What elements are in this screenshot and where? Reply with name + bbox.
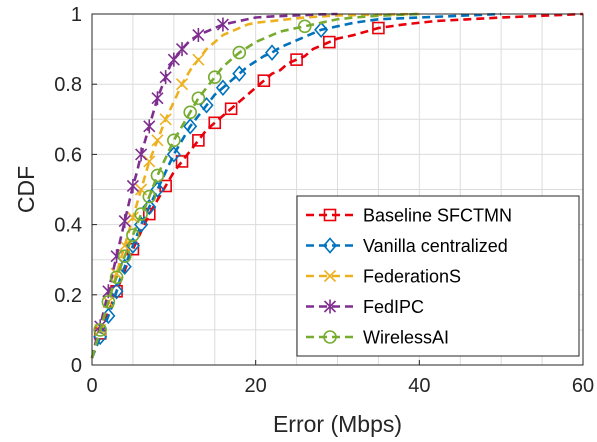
data-point <box>175 155 189 168</box>
data-point <box>216 17 229 32</box>
x-axis-label: Error (Mbps) <box>273 411 402 437</box>
data-point <box>142 189 157 204</box>
data-point <box>183 105 197 120</box>
series-layer <box>90 12 584 359</box>
data-point <box>175 78 189 91</box>
legend-marker <box>323 208 337 222</box>
legend-marker <box>323 330 337 344</box>
data-point <box>118 214 131 229</box>
y-tick-label: 0.8 <box>54 74 82 96</box>
data-point <box>93 323 107 337</box>
data-point <box>167 52 180 67</box>
tick-labels: 0 20 40 60 0 0.2 0.4 0.6 0.8 1 <box>54 4 594 397</box>
legend-marker <box>322 237 338 254</box>
series-wirelessai <box>90 12 420 359</box>
legend-label: FederationS <box>363 267 461 287</box>
axis-frame <box>91 13 584 366</box>
data-point <box>166 146 181 163</box>
data-point <box>290 53 303 66</box>
data-point <box>134 207 148 221</box>
data-point <box>150 181 165 198</box>
data-point <box>257 74 271 87</box>
y-tick-label: 0.2 <box>54 285 82 307</box>
data-point <box>192 134 205 147</box>
data-point <box>126 228 140 242</box>
data-point <box>192 28 205 43</box>
data-point <box>117 249 132 263</box>
data-point <box>135 147 148 162</box>
data-point <box>192 53 205 66</box>
data-point <box>232 65 247 82</box>
data-point <box>314 21 329 39</box>
data-point <box>323 35 336 49</box>
data-point <box>191 91 206 106</box>
data-point <box>126 178 139 193</box>
legend-entry: FedIPC <box>306 297 424 317</box>
data-point <box>264 44 280 61</box>
data-point <box>215 79 230 96</box>
data-point <box>372 21 385 35</box>
y-tick-label: 0.6 <box>54 144 82 166</box>
data-point <box>224 102 238 116</box>
y-tick-label: 1 <box>71 4 82 26</box>
data-point <box>175 42 189 57</box>
legend-label: WirelessAI <box>363 328 449 348</box>
data-point <box>232 45 247 60</box>
data-point <box>101 295 116 309</box>
x-tick-label: 60 <box>572 375 594 397</box>
data-point <box>167 133 181 148</box>
data-point <box>183 118 198 135</box>
data-point <box>159 113 172 126</box>
legend-entry: Vanilla centralized <box>306 236 508 256</box>
legend-entry: WirelessAI <box>306 328 449 348</box>
legend-label: FedIPC <box>363 297 424 317</box>
y-axis-label: CDF <box>13 166 39 213</box>
legend-label: Baseline SFCTMN <box>363 206 512 226</box>
data-point <box>151 91 164 106</box>
data-point <box>150 168 165 183</box>
x-tick-label: 0 <box>86 375 97 397</box>
legend-marker <box>323 299 337 314</box>
y-tick-label: 0.4 <box>54 215 82 237</box>
data-point <box>126 211 139 224</box>
data-point <box>143 119 156 134</box>
data-point <box>159 70 172 85</box>
data-point <box>208 116 222 130</box>
data-point <box>297 19 312 34</box>
data-point <box>109 270 124 285</box>
data-point <box>143 155 156 168</box>
legend-label: Vanilla centralized <box>363 236 508 256</box>
data-point <box>151 134 164 147</box>
x-tick-label: 20 <box>245 375 267 397</box>
legend-box <box>296 195 580 357</box>
data-point <box>207 70 222 84</box>
legend: Baseline SFCTMN Vanilla centralized Federa… <box>296 195 580 357</box>
legend-marker <box>323 269 337 283</box>
y-tick-label: 0 <box>71 355 82 377</box>
x-tick-label: 40 <box>408 375 430 397</box>
legend-entry: Baseline SFCTMN <box>306 206 512 226</box>
legend-entry: FederationS <box>306 267 461 287</box>
